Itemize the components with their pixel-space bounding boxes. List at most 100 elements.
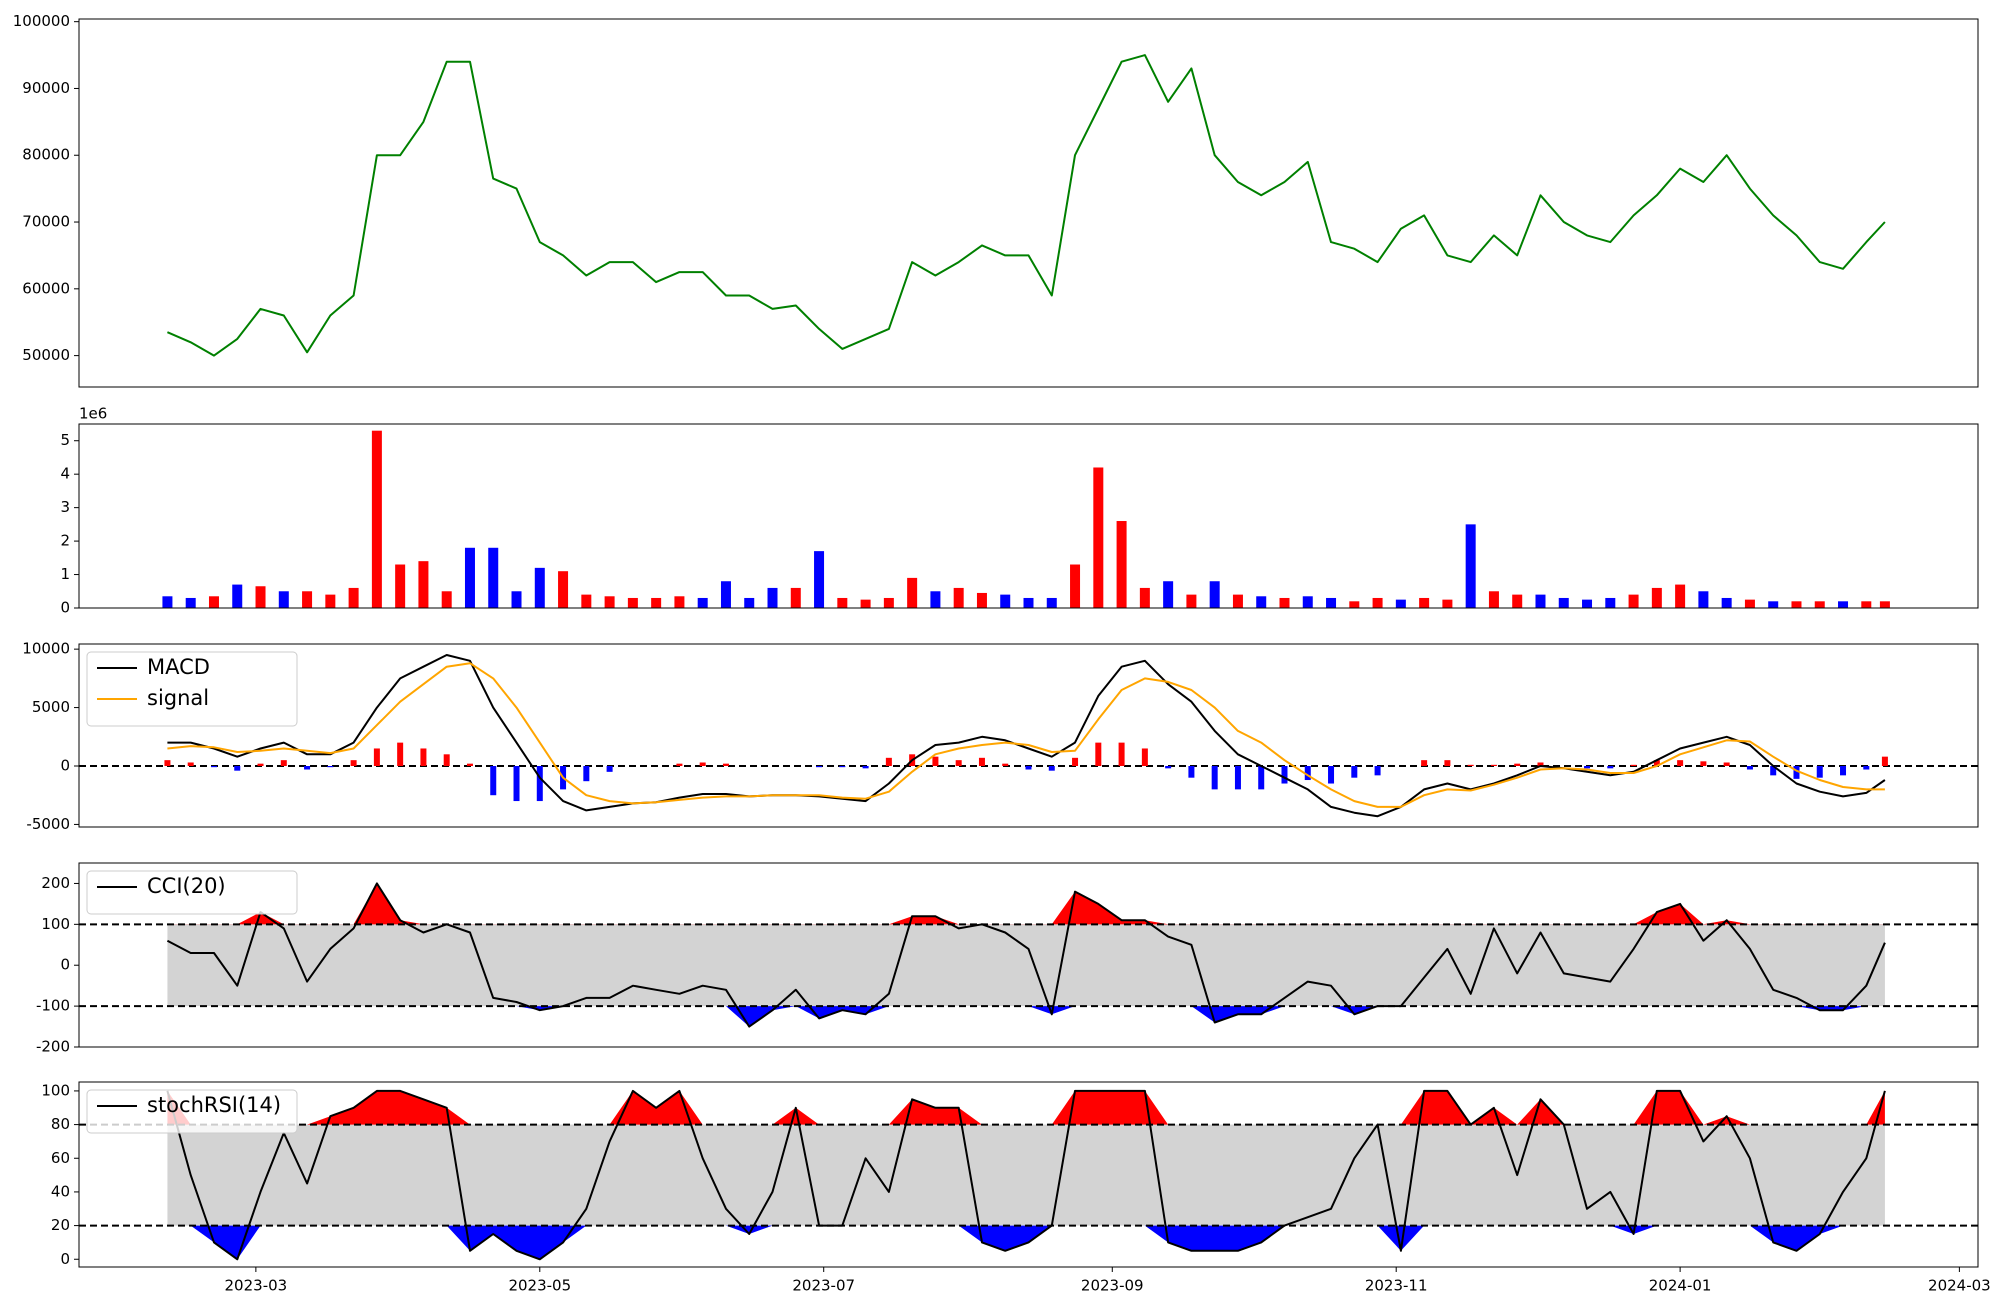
histogram-bar [1490,764,1497,766]
histogram-bar [1258,766,1265,790]
volume-bar [511,591,522,608]
histogram-bar [420,748,427,766]
volume-bar [1651,587,1662,608]
volume-bar [1326,597,1337,608]
histogram-bar [1002,763,1009,766]
volume-bar [1442,599,1453,608]
volume-bar [1744,599,1755,608]
histogram-bar [1653,760,1660,766]
overbought-area [167,883,1885,925]
volume-bar [1698,591,1709,608]
axes-frame [78,643,1979,828]
y-tick-label: 100 [41,915,70,933]
histogram-bar [583,766,590,782]
histogram-bar [443,754,450,766]
volume-bar [162,596,173,608]
volume-bar [1861,601,1872,608]
volume-bar [1093,467,1104,608]
volume-bar [651,597,662,608]
x-tick-label: 2023-11 [1365,1277,1428,1295]
volume-bar [1070,564,1081,608]
volume-bar [1879,601,1890,608]
histogram-bar [1793,766,1800,779]
histogram-bar [1328,766,1335,784]
offset-label: 1e6 [79,405,107,423]
volume-bar [1209,581,1220,608]
histogram-bar [1816,766,1823,778]
histogram-bar [1072,757,1079,766]
histogram-bar [1514,763,1521,766]
volume-bar [814,551,825,608]
histogram-bar [327,766,334,768]
y-tick-label: 5 [60,431,70,449]
x-tick-label: 2023-03 [225,1277,288,1295]
volume-bar [837,597,848,608]
volume-bar [1023,597,1034,608]
histogram-bar [699,762,706,766]
y-tick-label: 20 [51,1216,70,1234]
x-tick-label: 2023-07 [792,1277,855,1295]
price-line [167,54,1886,357]
volume-bar [1814,601,1825,608]
histogram-bar [234,766,241,771]
volume-bar [1605,597,1616,608]
volume-bar [1721,597,1732,608]
y-tick-label: 80 [51,1115,70,1133]
volume-bar [1395,599,1406,608]
histogram-bar [1770,766,1777,776]
y-tick-label: 60 [51,1149,70,1167]
y-tick-label: 0 [60,757,70,775]
y-tick-label: 0 [60,599,70,617]
y-tick-label: 70000 [22,213,70,231]
legend: stochRSI(14) [86,1089,298,1134]
histogram-bar [1444,760,1451,766]
y-tick-label: -5000 [26,815,70,833]
y-tick-label: 3 [60,498,70,516]
volume-bar [1582,599,1593,608]
y-tick-label: 100 [41,1081,70,1099]
x-tick-label: 2024-03 [1928,1277,1991,1295]
volume-bar [767,587,778,608]
y-tick-label: 90000 [22,79,70,97]
histogram-bar [1467,764,1474,766]
y-tick-label: 0 [60,1250,70,1268]
volume-bar [1279,597,1290,608]
histogram-bar [1165,766,1172,769]
x-tick-label: 2024-01 [1649,1277,1712,1295]
histogram-bar [1881,756,1888,766]
volume-bar [441,591,452,608]
volume-bar [232,584,243,608]
y-tick-label: 80000 [22,146,70,164]
volume-bar [255,586,266,608]
histogram-bar [257,763,264,766]
histogram-bar [1351,766,1358,778]
legend-label: stochRSI(14) [147,1093,281,1117]
volume-bar [278,591,289,608]
x-tick-label: 2023-09 [1081,1277,1144,1295]
histogram-bar [1374,766,1381,776]
volume-bar [674,596,685,608]
volume-bar [1558,597,1569,608]
volume-bar [907,577,918,608]
volume-bar [976,592,987,608]
histogram-bar [304,766,311,770]
indicator-line [166,1089,1886,1261]
histogram-bar [1141,748,1148,766]
histogram-bar [1048,766,1055,771]
volume-bar [883,597,894,608]
volume-bar [1000,594,1011,608]
histogram-bar [490,766,497,796]
volume-bar [1465,524,1476,608]
histogram-bar [1118,742,1125,766]
legend-box [86,651,298,727]
y-tick-label: 40 [51,1182,70,1200]
histogram-bar [1421,760,1428,766]
histogram-bar [1025,766,1032,770]
histogram-bar [1863,766,1870,770]
volume-bar [1512,594,1523,608]
legend: MACD signal [86,651,298,727]
volume-bar [185,597,196,608]
volume-bar [1349,601,1360,608]
axes-frame [78,1081,1979,1268]
